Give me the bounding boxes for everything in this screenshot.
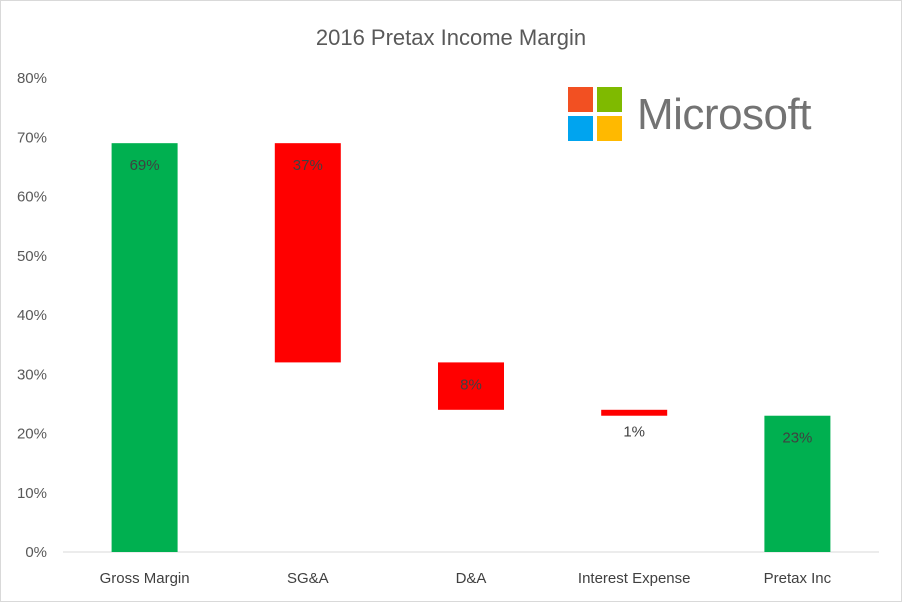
category-label: Gross Margin xyxy=(100,570,190,587)
category-label: Pretax Inc xyxy=(764,570,832,587)
data-label: 37% xyxy=(293,157,323,174)
bar-pretax-inc xyxy=(764,415,831,552)
chart-title: 2016 Pretax Income Margin xyxy=(316,25,586,50)
y-tick-label: 60% xyxy=(17,189,47,206)
y-tick-label: 50% xyxy=(17,248,47,265)
category-label: Interest Expense xyxy=(578,570,691,587)
logo-wordmark: Microsoft xyxy=(637,90,811,139)
y-tick-label: 40% xyxy=(17,307,47,324)
logo-square-yellow xyxy=(597,116,622,141)
data-label: 23% xyxy=(782,430,812,447)
bar-gross-margin xyxy=(111,143,178,553)
bars xyxy=(111,143,831,553)
category-label: D&A xyxy=(456,570,487,587)
y-tick-label: 20% xyxy=(17,426,47,443)
microsoft-logo: Microsoft xyxy=(568,87,812,141)
y-tick-label: 30% xyxy=(17,366,47,383)
data-labels: 69% 37% 8% 1% 23% xyxy=(130,157,813,447)
y-tick-label: 80% xyxy=(17,70,47,87)
logo-square-green xyxy=(597,87,622,112)
y-tick-label: 0% xyxy=(25,544,47,561)
category-labels: Gross Margin SG&A D&A Interest Expense Preta… xyxy=(100,570,832,587)
data-label: 69% xyxy=(130,157,160,174)
logo-square-blue xyxy=(568,116,593,141)
category-label: SG&A xyxy=(287,570,329,587)
y-tick-label: 10% xyxy=(17,485,47,502)
bar-d-a xyxy=(438,362,504,410)
bar-sg-a xyxy=(274,143,341,363)
y-axis-ticks: 0% 10% 20% 30% 40% 50% 60% 70% 80% xyxy=(17,70,47,561)
y-tick-label: 70% xyxy=(17,129,47,146)
data-label: 8% xyxy=(460,376,482,393)
data-label: 1% xyxy=(623,424,645,441)
bar-interest-expense xyxy=(601,409,668,416)
logo-square-red xyxy=(568,87,593,112)
